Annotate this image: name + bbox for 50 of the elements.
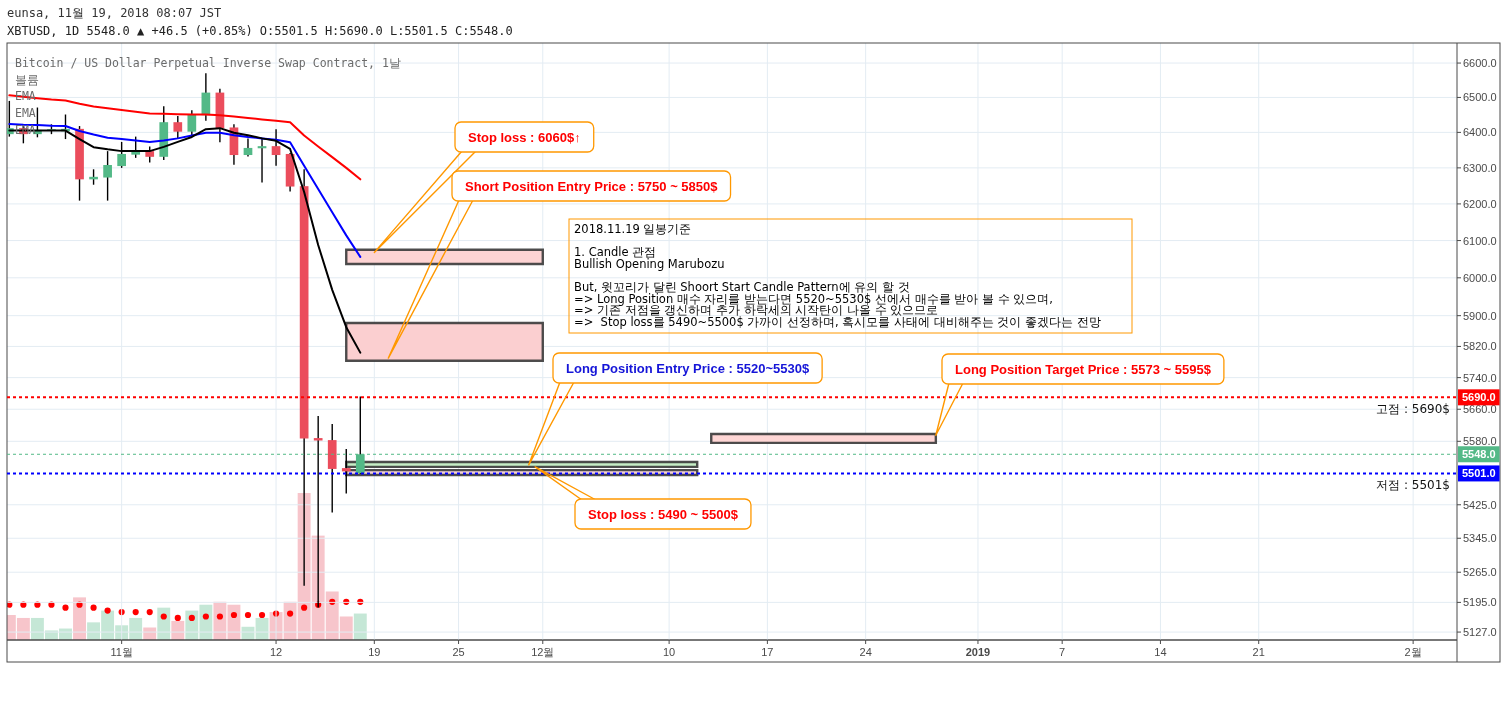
- x-tick-label: 19: [368, 646, 381, 658]
- x-tick-label: 25: [452, 646, 465, 658]
- y-tick-label: 6200.0: [1463, 197, 1497, 210]
- x-tick-label: 17: [761, 646, 774, 658]
- x-tick-label: 14: [1154, 646, 1167, 658]
- y-tick-label: 5425.0: [1463, 498, 1497, 511]
- y-tick-label: 5690.0: [1462, 391, 1496, 404]
- x-tick-label: 7: [1059, 646, 1066, 658]
- callout: Long Position Entry Price : 5520~5530$: [528, 352, 823, 466]
- annotation: EMA: [15, 106, 36, 120]
- x-tick-label: 2019: [965, 646, 991, 658]
- ref-line-label: 고점 : 5690$: [1376, 402, 1450, 417]
- y-tick-label: 6500.0: [1463, 91, 1497, 104]
- y-tick-label: 6100.0: [1463, 234, 1497, 247]
- callout: Stop loss : 5490 ~ 5500$: [534, 466, 752, 530]
- y-tick-label: 5127.0: [1463, 626, 1497, 639]
- y-tick-label: 5501.0: [1462, 467, 1496, 480]
- y-tick-label: 5740.0: [1463, 371, 1497, 384]
- callout: Long Position Target Price : 5573 ~ 5595$: [935, 353, 1225, 436]
- y-tick-label: 5900.0: [1463, 309, 1497, 322]
- x-tick-label: 24: [859, 646, 872, 658]
- annotation: Bitcoin / US Dollar Perpetual Inverse Swap Contract, 1날: [15, 56, 401, 70]
- y-tick-label: 5660.0: [1463, 403, 1497, 416]
- x-tick-label: 2월: [1404, 646, 1422, 658]
- y-tick-label: 5548.0: [1462, 448, 1496, 461]
- annotation: Stop loss : 5490 ~ 5500$: [588, 506, 739, 522]
- annotation: Short Position Entry Price : 5750 ~ 5850$: [465, 178, 719, 194]
- x-tick-label: 12월: [531, 646, 555, 658]
- chart-title: eunsa, 11월 19, 2018 08:07 JST: [7, 6, 222, 20]
- y-tick-label: 6400.0: [1463, 126, 1497, 139]
- x-tick-label: 10: [663, 646, 676, 658]
- annotation: 볼륨: [15, 73, 39, 87]
- y-tick-label: 6300.0: [1463, 161, 1497, 174]
- annotation: Long Position Target Price : 5573 ~ 5595$: [955, 361, 1212, 377]
- y-tick-label: 6000.0: [1463, 271, 1497, 284]
- ref-line-label: 저점 : 5501$: [1376, 478, 1450, 493]
- y-tick-label: 5265.0: [1463, 566, 1497, 579]
- y-tick-label: 5195.0: [1463, 596, 1497, 609]
- x-tick-label: 21: [1252, 646, 1265, 658]
- y-tick-label: 5580.0: [1463, 435, 1497, 448]
- x-tick-label: 11월: [110, 646, 133, 658]
- y-tick-label: 6600.0: [1463, 57, 1497, 70]
- y-tick-label: 5345.0: [1463, 532, 1497, 545]
- y-tick-label: 5820.0: [1463, 340, 1497, 353]
- annotation: EMA: [15, 123, 36, 137]
- annotation: Long Position Entry Price : 5520~5530$: [566, 360, 810, 376]
- x-tick-label: 12: [269, 646, 283, 658]
- chart-subtitle: XBTUSD, 1D 5548.0 ▲ +46.5 (+0.85%) O:5501.5 H:5690.0 L:5501.5 C:5548.0: [7, 24, 513, 38]
- annotation: Stop loss : 6060$↑: [468, 129, 581, 145]
- annotation: 2018.11.19 일봉기준 1. Candle 관점 Bullish Opening Marubozu But, 윗꼬리가 달린 Shoort Start Candle Pattern에 유의 할 것 => Long Position 매수 자리를 받는다면 5520~5530$ 선에서 매수를 받아 볼 수 있으며, => 기존 저점을 갱신하며 추가 하락세의 시작탄이 나올 수 있으므로 => Stop loss를 5490~5500$ 가까이 선정하며, 혹시모를 사태에 대비해주는 것이 좋겠다는 전망: [574, 221, 1101, 330]
